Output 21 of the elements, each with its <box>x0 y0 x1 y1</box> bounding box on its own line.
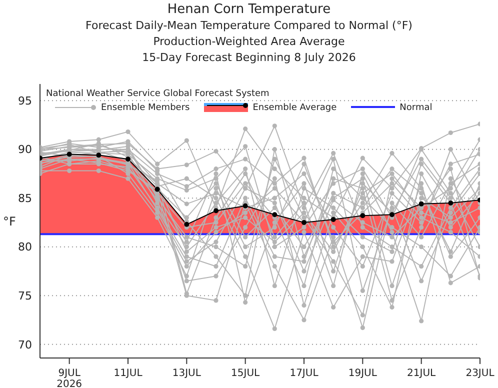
x-tick-label: 15JUL <box>231 368 260 379</box>
legend-label: Normal <box>398 102 432 114</box>
y-tick-label: 70 <box>18 338 32 352</box>
legend-label: Ensemble Average <box>252 102 337 114</box>
x-tick-label: 19JUL <box>348 368 378 379</box>
x-tick-label: 9JUL 2026 <box>56 368 82 388</box>
x-tick-label: 17JUL <box>290 368 319 379</box>
x-tick-label: 11JUL <box>114 368 143 379</box>
y-tick-label: 95 <box>18 94 32 108</box>
x-tick-label: 23JUL <box>466 368 495 379</box>
y-axis-title: °F <box>3 214 16 228</box>
y-tick-label: 75 <box>18 290 32 302</box>
chart-subtitle: Forecast Daily-Mean Temperature Compared to Normal (°F) Production-Weighted Area Average 15-Day Forecast Beginning 8 July 2026 <box>84 18 414 66</box>
y-tick-label: 85 <box>18 192 32 205</box>
x-tick-label: 21JUL <box>407 368 436 379</box>
y-tick-label: 90 <box>18 143 32 156</box>
chart-title: Henan Corn Temperature <box>166 2 332 18</box>
x-tick-label: 13JUL <box>172 368 202 379</box>
legend-label: Ensemble Members <box>100 102 190 114</box>
y-tick-label: 80 <box>18 240 32 254</box>
legend-title: National Weather Service Global Forecast System <box>46 88 270 100</box>
